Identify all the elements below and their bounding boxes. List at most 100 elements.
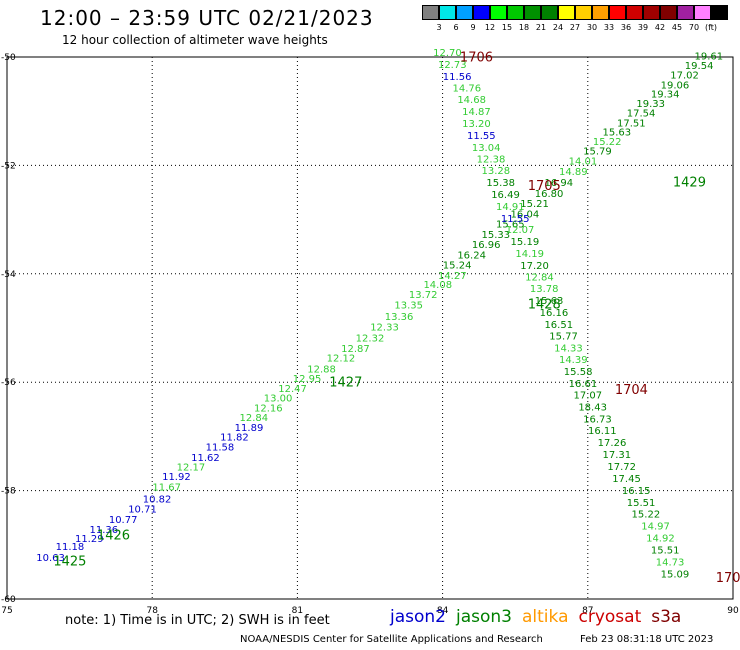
legend-label: 12	[484, 23, 496, 32]
legend-swatch	[677, 5, 694, 20]
legend-swatch	[456, 5, 473, 20]
satellite-name-s3a: s3a	[651, 607, 682, 627]
swh-value-label: 12.38	[477, 155, 506, 166]
y-tick-label: -50	[1, 53, 16, 63]
swh-value-label: 17.72	[607, 462, 636, 473]
legend-swatch	[660, 5, 677, 20]
swh-value-label: 14.97	[641, 522, 670, 533]
swh-value-label: 15.63	[603, 128, 632, 139]
swh-value-label: 11.18	[56, 542, 85, 553]
swh-value-label: 16.73	[583, 414, 612, 425]
y-tick-label: -56	[1, 378, 16, 388]
pass-number-label: 1427	[329, 376, 362, 391]
legend-label: 24	[552, 23, 564, 32]
swh-value-label: 14.91	[496, 202, 525, 213]
swh-value-label: 15.09	[661, 569, 690, 580]
swh-value-label: 15.38	[486, 178, 515, 189]
legend-swatch	[490, 5, 507, 20]
legend-swatch	[626, 5, 643, 20]
swh-value-label: 11.29	[75, 534, 104, 545]
swh-value-label: 16.24	[457, 251, 486, 262]
legend-label: 33	[603, 23, 615, 32]
swh-value-label: 13.35	[394, 300, 423, 311]
y-tick-label: -60	[1, 595, 16, 605]
x-tick-label: 81	[292, 606, 303, 616]
plot-frame	[6, 56, 734, 600]
swh-value-label: 10.71	[128, 504, 157, 515]
x-tick-label: 90	[727, 606, 739, 616]
swh-value-label: 12.88	[307, 364, 336, 375]
swh-value-label: 16.15	[622, 486, 651, 497]
swh-value-label: 17.07	[573, 390, 602, 401]
swh-value-label: 17.02	[670, 71, 699, 82]
legend-label: 27	[569, 23, 581, 32]
y-tick-label: -54	[1, 270, 16, 280]
swh-value-label: 11.56	[443, 72, 472, 83]
swh-value-label: 12.95	[293, 374, 322, 385]
swh-value-label: 13.72	[409, 290, 438, 301]
footer-timestamp: Feb 23 08:31:18 UTC 2023	[580, 634, 714, 645]
legend-label: (ft)	[704, 23, 718, 32]
swh-value-label: 12.87	[341, 344, 370, 355]
swh-value-label: 12.32	[356, 334, 385, 345]
swh-value-label: 12.12	[327, 354, 356, 365]
legend-label: 42	[654, 23, 666, 32]
swh-value-label: 14.89	[559, 167, 588, 178]
swh-value-label: 13.00	[264, 394, 293, 405]
swh-value-label: 15.58	[564, 367, 593, 378]
legend-label: 3	[436, 23, 442, 32]
pass-number-label: 1426	[97, 528, 130, 543]
swh-value-label: 13.04	[472, 143, 501, 154]
swh-value-label: 14.87	[462, 107, 491, 118]
legend-label: 9	[470, 23, 476, 32]
swh-value-label: 19.54	[685, 61, 714, 72]
chart-title: 12:00 – 23:59 UTC 02/21/2023	[40, 6, 374, 30]
swh-value-label: 14.76	[452, 84, 481, 95]
satellite-name-jason2: jason2	[390, 607, 446, 627]
swh-value-label: 17.51	[617, 118, 646, 129]
swh-value-label: 14.92	[646, 534, 675, 545]
legend-swatch	[558, 5, 575, 20]
legend-swatch	[541, 5, 558, 20]
x-tick-label: 84	[437, 606, 449, 616]
swh-value-label: 15.19	[511, 237, 540, 248]
pass-number-label: 1429	[673, 176, 706, 191]
swh-value-label: 14.68	[457, 95, 486, 106]
pass-number-label: 1705	[528, 179, 561, 194]
swh-value-label: 17.54	[627, 109, 656, 120]
swh-value-label: 11.67	[152, 483, 181, 494]
swh-value-label: 15.33	[482, 230, 511, 241]
pass-number-label: 1428	[528, 297, 561, 312]
swh-value-label: 11.58	[206, 442, 235, 453]
swh-value-label: 17.45	[612, 474, 641, 485]
swh-value-label: 16.94	[544, 178, 573, 189]
swh-value-label: 12.17	[177, 463, 206, 474]
legend-swatch	[473, 5, 490, 20]
legend-label: 21	[535, 23, 547, 32]
swh-value-label: 16.04	[511, 209, 540, 220]
swh-value-label: 14.73	[656, 557, 685, 568]
swh-value-label: 19.61	[694, 52, 723, 63]
pass-number-label: 170	[716, 571, 740, 586]
swh-value-label: 14.33	[554, 343, 583, 354]
swh-value-label: 16.11	[588, 426, 617, 437]
swh-value-label: 13.78	[530, 284, 559, 295]
legend-label: 15	[501, 23, 513, 32]
legend-swatch	[643, 5, 660, 20]
y-tick-label: -52	[1, 161, 16, 171]
swh-value-label: 10.63	[36, 553, 65, 564]
swh-value-label: 15.24	[443, 260, 472, 271]
swh-value-label: 15.22	[632, 510, 661, 521]
swh-value-label: 16.96	[472, 240, 501, 251]
satellite-legend: jason2 jason3 altika cryosat s3a	[390, 607, 691, 627]
swh-value-label: 12.33	[370, 323, 399, 334]
swh-value-label: 10.77	[109, 515, 138, 526]
swh-value-label: 11.36	[89, 525, 118, 536]
swh-value-label: 11.92	[162, 472, 191, 483]
swh-value-label: 16.16	[540, 308, 569, 319]
swh-value-label: 13.36	[385, 312, 414, 323]
legend-label: 18	[518, 23, 530, 32]
x-tick-label: 78	[146, 606, 158, 616]
x-tick-label: 75	[1, 606, 12, 616]
